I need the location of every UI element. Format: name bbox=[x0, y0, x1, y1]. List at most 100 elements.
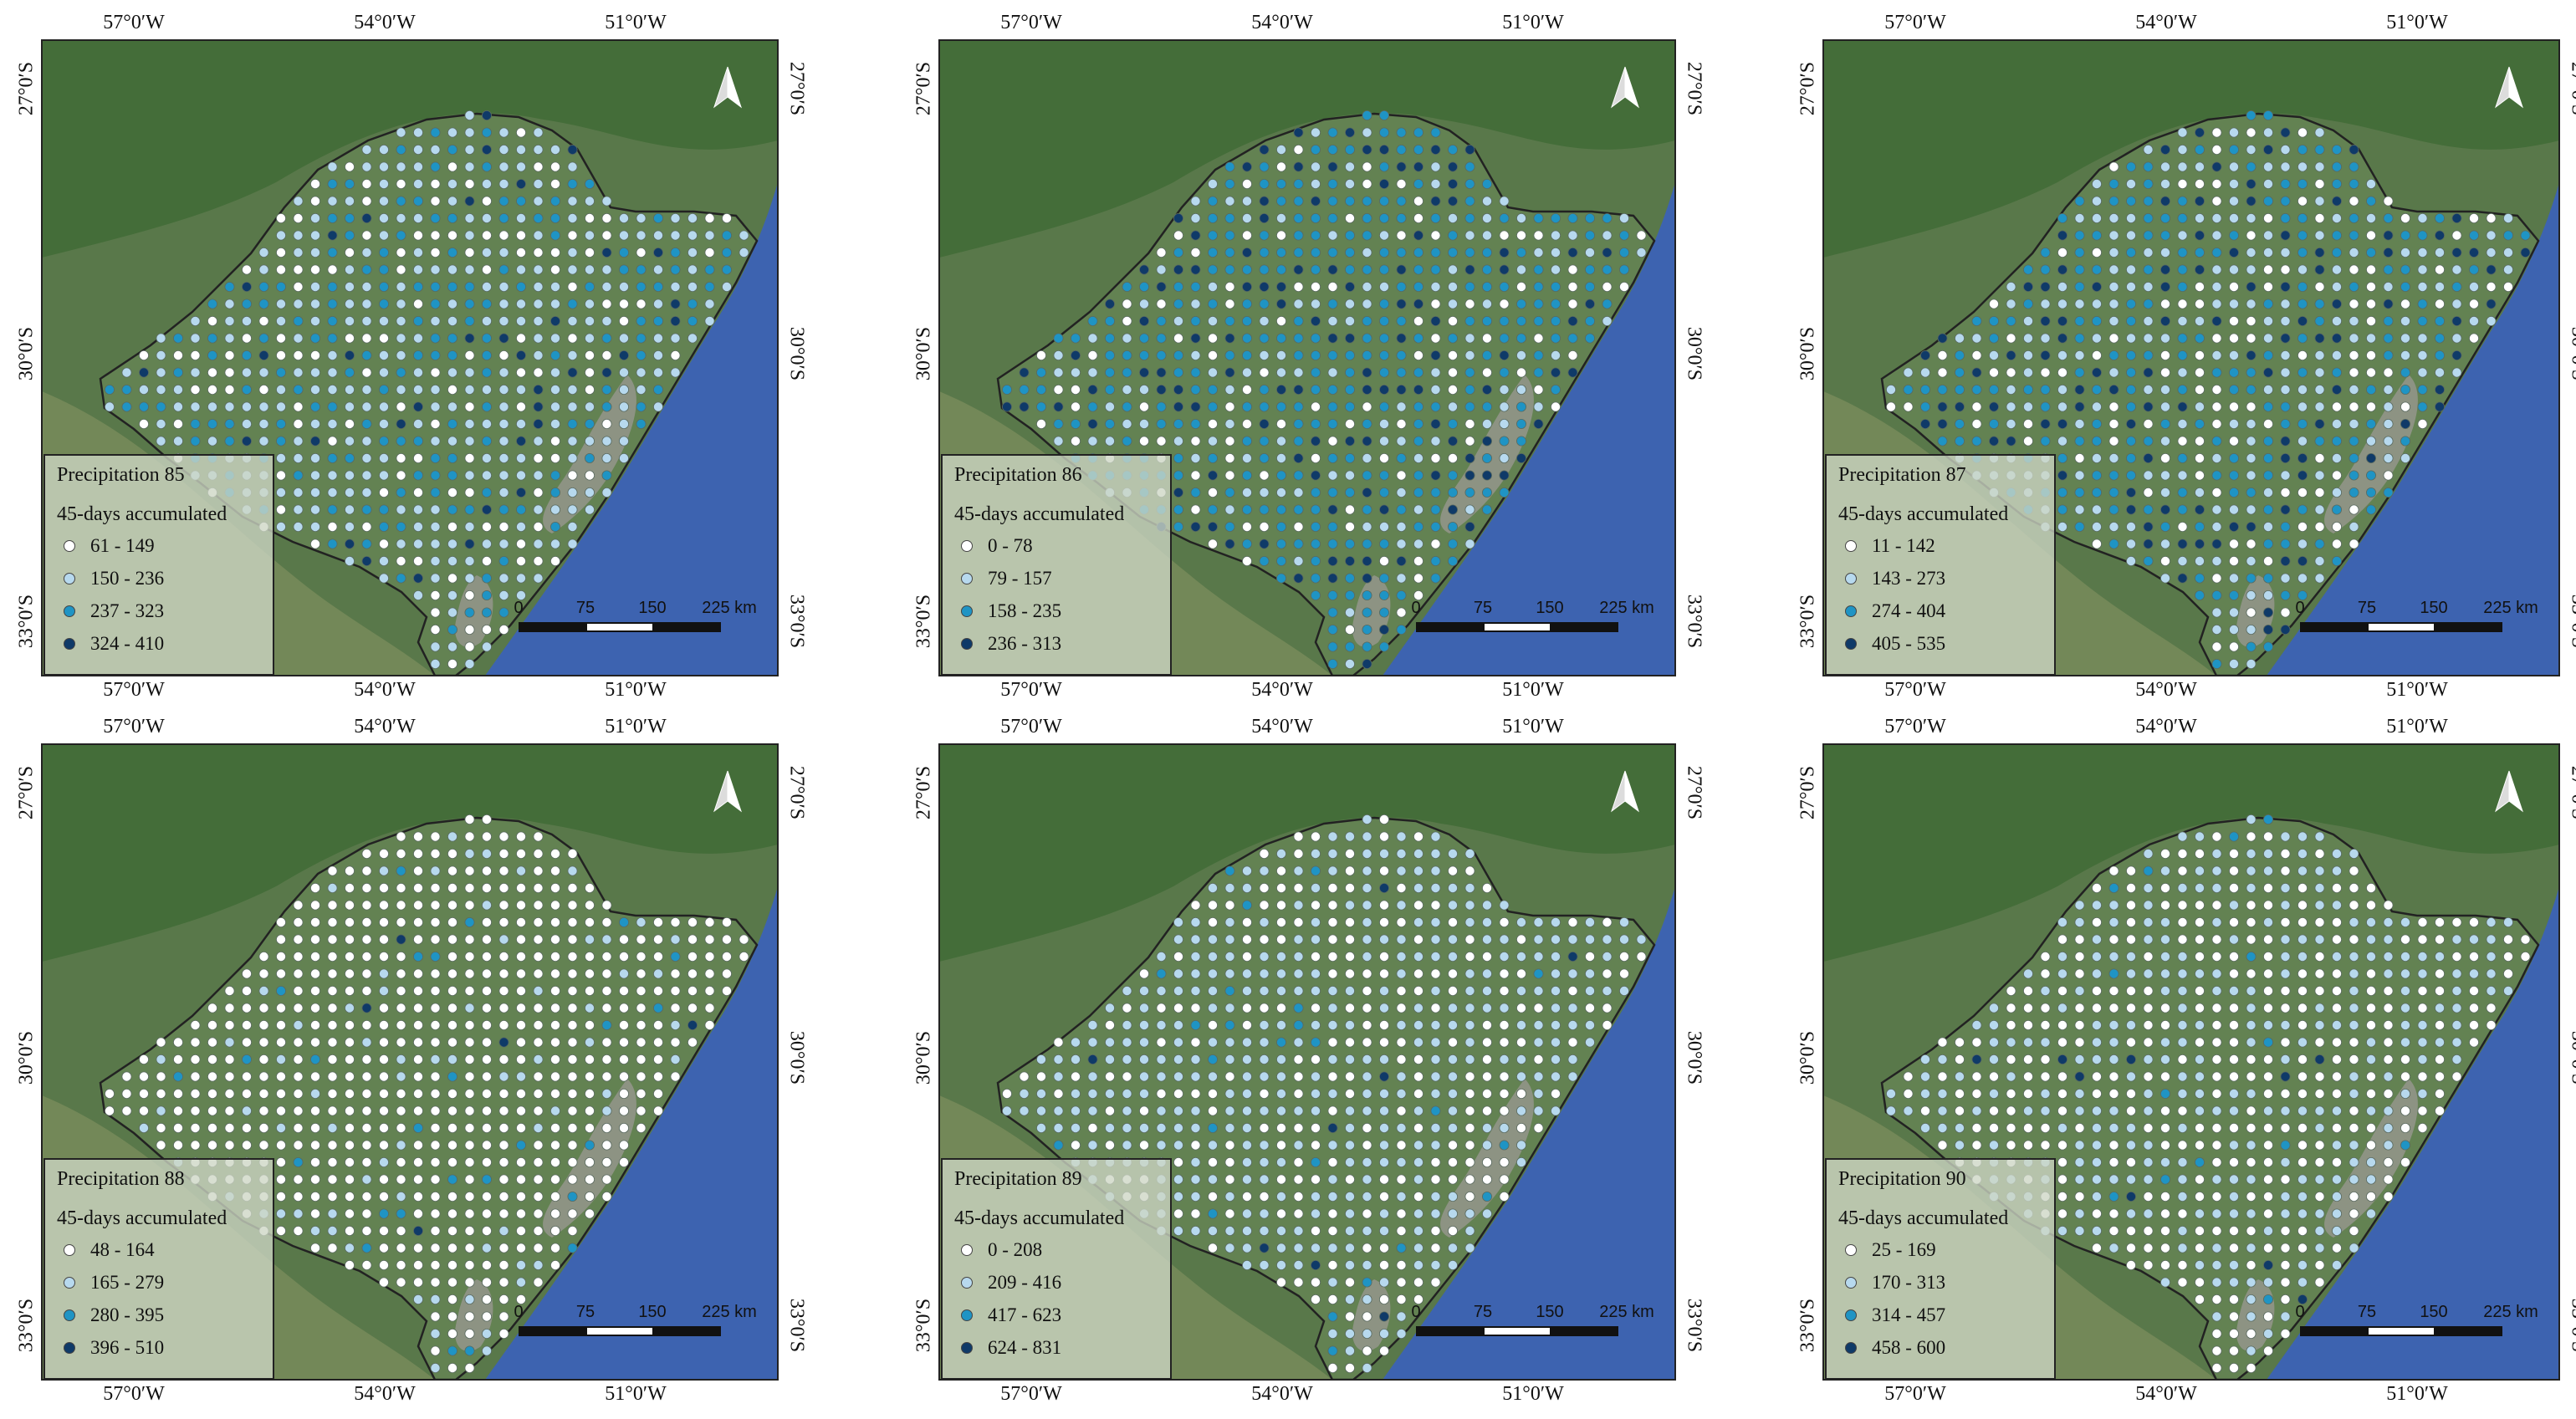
longitude-label-bottom: 51°0′W bbox=[605, 1383, 667, 1405]
precipitation-point bbox=[1275, 212, 1286, 223]
precipitation-point bbox=[2074, 1156, 2085, 1167]
precipitation-point bbox=[2228, 281, 2239, 292]
precipitation-point bbox=[2246, 934, 2257, 945]
precipitation-point bbox=[1224, 299, 1235, 309]
precipitation-point bbox=[1241, 985, 1252, 996]
precipitation-point bbox=[1293, 1208, 1304, 1219]
precipitation-point bbox=[1448, 504, 1459, 515]
precipitation-point bbox=[1259, 1260, 1270, 1271]
precipitation-point bbox=[1533, 1088, 1544, 1099]
precipitation-point bbox=[1396, 1277, 1407, 1288]
precipitation-point bbox=[1499, 230, 1510, 241]
precipitation-point bbox=[1379, 145, 1390, 156]
precipitation-point bbox=[447, 607, 457, 618]
precipitation-point bbox=[2246, 607, 2257, 618]
precipitation-point bbox=[2314, 539, 2325, 549]
precipitation-point bbox=[2159, 556, 2170, 567]
precipitation-point bbox=[1207, 1208, 1218, 1219]
precipitation-point bbox=[412, 539, 423, 549]
precipitation-point bbox=[378, 985, 389, 996]
precipitation-point bbox=[1430, 350, 1441, 360]
precipitation-point bbox=[1430, 1054, 1441, 1064]
precipitation-point bbox=[327, 230, 338, 241]
precipitation-point bbox=[2469, 934, 2480, 945]
precipitation-point bbox=[1036, 1088, 1047, 1099]
precipitation-point bbox=[464, 1243, 475, 1253]
precipitation-point bbox=[2280, 934, 2291, 945]
precipitation-point bbox=[533, 470, 544, 481]
precipitation-point bbox=[1602, 299, 1613, 309]
precipitation-point bbox=[1464, 350, 1475, 360]
precipitation-point bbox=[1920, 1088, 1931, 1099]
precipitation-point bbox=[2280, 590, 2291, 601]
precipitation-point bbox=[1396, 452, 1407, 463]
precipitation-point bbox=[2297, 1192, 2308, 1202]
precipitation-point bbox=[1310, 865, 1321, 876]
precipitation-point bbox=[1190, 350, 1201, 360]
precipitation-point bbox=[1988, 384, 1999, 395]
precipitation-point bbox=[533, 1277, 544, 1288]
precipitation-point bbox=[2091, 1105, 2102, 1116]
precipitation-point bbox=[1602, 247, 1613, 258]
precipitation-point bbox=[430, 401, 441, 412]
precipitation-point bbox=[327, 247, 338, 258]
scale-bar-segment bbox=[2300, 622, 2369, 632]
precipitation-point bbox=[447, 333, 457, 344]
precipitation-point bbox=[2366, 470, 2377, 481]
precipitation-point bbox=[1241, 487, 1252, 498]
precipitation-point bbox=[567, 1122, 578, 1133]
precipitation-point bbox=[2177, 418, 2188, 429]
precipitation-point bbox=[241, 367, 252, 378]
precipitation-point bbox=[464, 1294, 475, 1305]
precipitation-point bbox=[1344, 178, 1355, 189]
precipitation-point bbox=[585, 1003, 595, 1013]
precipitation-point bbox=[344, 1088, 355, 1099]
precipitation-point bbox=[327, 1019, 338, 1030]
precipitation-point bbox=[396, 1019, 406, 1030]
precipitation-point bbox=[1207, 367, 1218, 378]
precipitation-point bbox=[224, 333, 235, 344]
precipitation-point bbox=[1241, 504, 1252, 515]
precipitation-point bbox=[550, 900, 561, 911]
precipitation-point bbox=[2366, 1088, 2377, 1099]
precipitation-point bbox=[2383, 212, 2394, 223]
precipitation-point bbox=[2159, 968, 2170, 979]
precipitation-point bbox=[1533, 212, 1544, 223]
precipitation-point bbox=[344, 951, 355, 962]
precipitation-point bbox=[1310, 1226, 1321, 1237]
precipitation-point bbox=[1585, 281, 1596, 292]
precipitation-point bbox=[585, 1019, 595, 1030]
precipitation-point bbox=[2159, 882, 2170, 893]
precipitation-point bbox=[2125, 1156, 2136, 1167]
precipitation-point bbox=[1310, 1174, 1321, 1185]
precipitation-point bbox=[378, 264, 389, 275]
precipitation-point bbox=[2091, 1019, 2102, 1030]
precipitation-point bbox=[2074, 1088, 2085, 1099]
precipitation-point bbox=[516, 1122, 527, 1133]
precipitation-point bbox=[1464, 315, 1475, 326]
precipitation-point bbox=[1464, 1088, 1475, 1099]
precipitation-point bbox=[1275, 1226, 1286, 1237]
precipitation-point bbox=[653, 1071, 664, 1082]
precipitation-point bbox=[1413, 1192, 1424, 1202]
precipitation-point bbox=[2486, 968, 2497, 979]
precipitation-point bbox=[430, 161, 441, 172]
precipitation-point bbox=[1259, 900, 1270, 911]
precipitation-point bbox=[293, 247, 304, 258]
precipitation-point bbox=[1207, 1037, 1218, 1048]
precipitation-point bbox=[207, 1054, 217, 1064]
precipitation-point bbox=[2228, 264, 2239, 275]
precipitation-point bbox=[1293, 504, 1304, 515]
precipitation-point bbox=[2211, 1311, 2222, 1322]
precipitation-point bbox=[2332, 487, 2343, 498]
precipitation-point bbox=[156, 367, 166, 378]
precipitation-point bbox=[430, 934, 441, 945]
precipitation-point bbox=[1224, 333, 1235, 344]
precipitation-point bbox=[567, 230, 578, 241]
precipitation-point bbox=[2280, 452, 2291, 463]
precipitation-point bbox=[447, 1037, 457, 1048]
precipitation-point bbox=[739, 934, 749, 945]
precipitation-point bbox=[2057, 299, 2067, 309]
precipitation-point bbox=[2314, 985, 2325, 996]
latitude-label-right: 27°0′S bbox=[1683, 61, 1705, 116]
